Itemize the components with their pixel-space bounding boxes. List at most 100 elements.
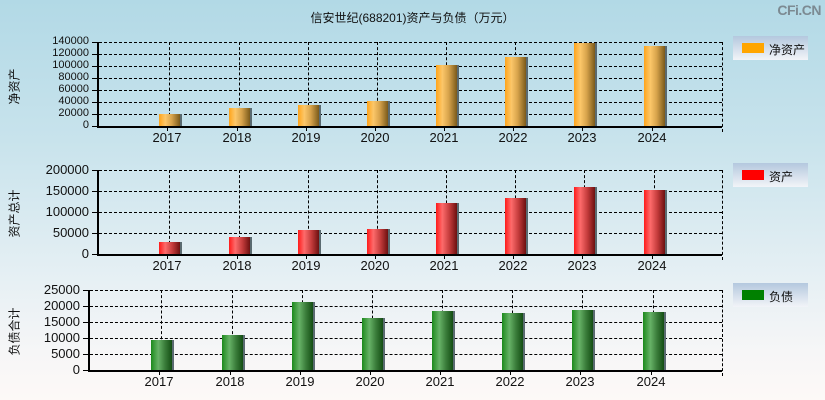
total-liabilities-y-tick-label: 5000	[51, 346, 80, 361]
watermark-logo: CFi.CN	[777, 2, 821, 18]
net-assets-x-tick-label: 2022	[498, 130, 528, 145]
total-liabilities-y-tick-label: 10000	[43, 330, 80, 345]
x-tick-mark	[306, 126, 307, 131]
total-assets-y-tick-label: 150000	[45, 183, 89, 198]
net-assets-bar-2021	[436, 65, 457, 126]
y-tick-mark	[92, 54, 97, 55]
net-assets-bar-2018	[229, 108, 250, 126]
net-assets-x-tick-label: 2020	[360, 130, 390, 145]
total-assets-x-tick-label: 2018	[222, 258, 252, 273]
y-tick-mark	[83, 370, 88, 371]
net-assets-y-tick-label: 80000	[58, 71, 89, 83]
y-tick-mark	[92, 42, 97, 43]
y-tick-mark	[83, 306, 88, 307]
total-assets-y-tick-label: 200000	[45, 162, 89, 177]
plot-right-border	[722, 42, 723, 132]
total-liabilities-x-tick-label: 2020	[355, 374, 385, 389]
net-assets-bar-2017	[159, 114, 180, 126]
total-assets-bar-2019	[298, 230, 319, 254]
x-tick-mark	[167, 254, 168, 259]
vertical-gridline	[239, 42, 240, 126]
net-assets-legend-swatch	[742, 43, 764, 53]
net-assets-bar-2020	[367, 101, 388, 126]
total-liabilities-x-tick-label: 2017	[144, 374, 174, 389]
total-liabilities-legend-swatch	[742, 290, 764, 300]
y-tick-mark	[83, 354, 88, 355]
total-assets-y-tick-label: 50000	[52, 225, 89, 240]
net-assets-y-tick-label: 20000	[58, 107, 89, 119]
y-tick-mark	[83, 290, 88, 291]
vertical-gridline	[377, 42, 378, 126]
horizontal-gridline	[99, 54, 722, 55]
horizontal-gridline	[99, 233, 722, 234]
total-assets-x-tick-label: 2023	[567, 258, 597, 273]
horizontal-gridline	[99, 212, 722, 213]
x-tick-mark	[580, 370, 581, 375]
total-liabilities-x-tick-label: 2024	[636, 374, 666, 389]
horizontal-gridline	[90, 290, 722, 291]
net-assets-x-tick-label: 2023	[567, 130, 597, 145]
total-assets-legend-label: 资产	[769, 170, 794, 184]
x-tick-mark	[370, 370, 371, 375]
y-tick-mark	[92, 66, 97, 67]
y-tick-mark	[92, 191, 97, 192]
net-assets-bar-2019	[298, 105, 319, 126]
x-tick-mark	[582, 126, 583, 131]
net-assets-bar-2022	[505, 57, 526, 126]
vertical-gridline	[308, 42, 309, 126]
y-tick-mark	[92, 90, 97, 91]
x-tick-mark	[306, 254, 307, 259]
x-tick-mark	[230, 370, 231, 375]
net-assets-y-tick-label: 40000	[58, 95, 89, 107]
horizontal-gridline	[90, 306, 722, 307]
x-tick-mark	[513, 126, 514, 131]
x-tick-mark	[375, 126, 376, 131]
vertical-gridline	[169, 42, 170, 126]
net-assets-y-tick-label: 120000	[52, 47, 89, 59]
plot-right-border	[722, 170, 723, 260]
x-tick-mark	[652, 254, 653, 259]
total-assets-legend-swatch	[742, 170, 764, 180]
total-assets-x-tick-label: 2017	[152, 258, 182, 273]
horizontal-gridline	[99, 114, 722, 115]
horizontal-gridline	[90, 354, 722, 355]
total-liabilities-bar-2018	[222, 335, 243, 370]
total-liabilities-bar-2023	[572, 310, 593, 370]
net-assets-y-tick-label: 140000	[52, 35, 89, 47]
horizontal-gridline	[99, 191, 722, 192]
total-liabilities-bar-2020	[362, 318, 383, 370]
x-tick-mark	[237, 254, 238, 259]
horizontal-gridline	[99, 42, 722, 43]
net-assets-x-tick-label: 2021	[429, 130, 459, 145]
x-tick-mark	[237, 126, 238, 131]
x-tick-mark	[510, 370, 511, 375]
x-tick-mark	[440, 370, 441, 375]
total-liabilities-plot-area	[88, 290, 723, 376]
total-assets-x-tick-label: 2022	[498, 258, 528, 273]
total-liabilities-x-tick-label: 2018	[215, 374, 245, 389]
net-assets-plot-area	[97, 42, 723, 132]
vertical-gridline	[308, 170, 309, 254]
total-assets-bar-2024	[644, 190, 665, 254]
horizontal-gridline	[90, 338, 722, 339]
net-assets-x-tick-label: 2019	[291, 130, 321, 145]
total-assets-bar-2020	[367, 229, 388, 254]
total-assets-y-tick-label: 0	[81, 246, 89, 261]
total-liabilities-bar-2024	[643, 312, 664, 370]
total-liabilities-bar-2021	[432, 311, 453, 370]
y-tick-mark	[92, 170, 97, 171]
x-tick-mark	[444, 254, 445, 259]
x-tick-mark	[444, 126, 445, 131]
net-assets-legend: 净资产	[733, 36, 808, 60]
net-assets-x-tick-label: 2024	[637, 130, 667, 145]
net-assets-bar-2023	[574, 43, 595, 126]
vertical-gridline	[169, 170, 170, 254]
total-assets-x-tick-label: 2020	[360, 258, 390, 273]
net-assets-legend-label: 净资产	[769, 43, 806, 57]
total-assets-x-tick-label: 2024	[637, 258, 667, 273]
total-liabilities-x-tick-label: 2023	[565, 374, 595, 389]
vertical-gridline	[161, 290, 162, 370]
total-liabilities-x-tick-label: 2022	[495, 374, 525, 389]
x-tick-mark	[300, 370, 301, 375]
vertical-gridline	[232, 290, 233, 370]
